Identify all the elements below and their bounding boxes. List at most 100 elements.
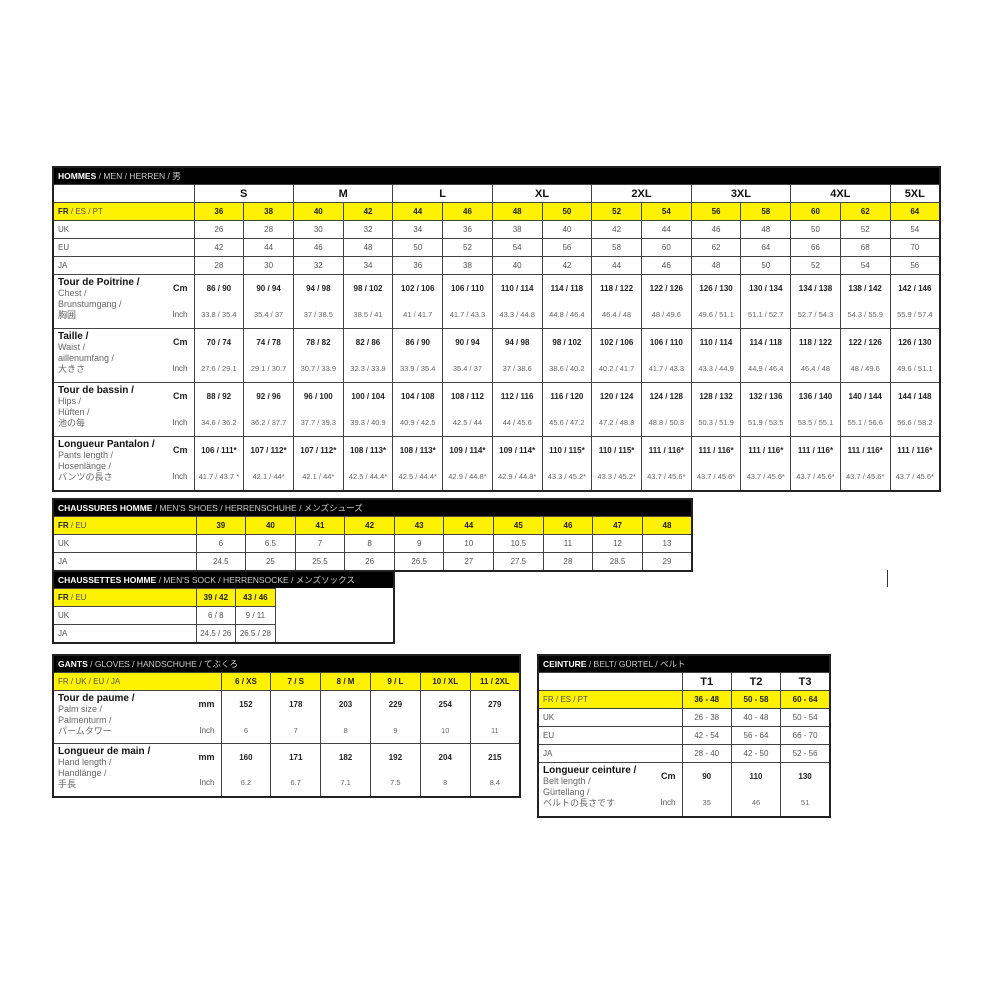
size-value: 42 — [342, 202, 394, 221]
size-value: 66 — [790, 238, 841, 257]
conversion-row: JA 24.5 25 25.5 26 26.5 27 27.5 28 28.5 29 — [52, 552, 693, 572]
size-value: 45 — [493, 516, 544, 535]
size-value: 46 — [542, 516, 594, 535]
row-label: UK — [52, 606, 197, 625]
row-label-rest: FR / UK / EU / JA — [58, 677, 121, 686]
empty-cell — [314, 624, 355, 643]
table-title-row: CHAUSSURES HOMME / MEN'S SHOES / HERRENS… — [53, 499, 693, 517]
inch-value: 8.4 — [469, 770, 521, 797]
highlight-row: FR / EU 39 40 41 42 43 44 45 46 47 48 — [52, 516, 693, 535]
measurement-name: Longueur Pantalon / — [58, 439, 155, 450]
table-title-translations: / MEN / HERREN / 男 — [96, 171, 181, 181]
cm-value: 279 — [469, 690, 521, 717]
inch-value: 33.8 / 35.4 — [193, 301, 245, 329]
size-value: 40 - 48 — [730, 708, 782, 727]
size-value: 28 - 40 — [681, 744, 732, 763]
unit-label: Inch — [183, 717, 222, 744]
unit-label: Inch — [163, 409, 195, 437]
size-value: 46 — [292, 238, 344, 257]
cm-value: 130 — [780, 762, 831, 790]
inch-value: 43.3 / 44.9 — [690, 355, 742, 383]
inch-value: 11 — [469, 717, 521, 744]
cm-value: 110 — [730, 762, 782, 790]
unit-label: mm — [183, 690, 222, 717]
measurement-name: Tour de Poitrine / — [58, 277, 140, 288]
measurement-label: Longueur ceinture / Belt length / Gürtella… — [537, 762, 648, 817]
size-value: 10 — [443, 534, 495, 553]
inch-value: 50.3 / 51.9 — [690, 409, 742, 437]
size-value: 7 — [294, 534, 346, 553]
cm-value: 74 / 78 — [243, 328, 294, 356]
inch-value: 48 / 49.6 — [640, 301, 692, 329]
cm-value: 100 / 104 — [342, 382, 394, 410]
measurement-translation: パームタワー — [58, 726, 112, 736]
unit-label: Inch — [648, 789, 683, 817]
cm-value: 104 / 108 — [392, 382, 444, 410]
size-value: 7 / S — [270, 672, 322, 691]
inch-value: 41.7 / 43.3 — [640, 355, 692, 383]
table-title: HOMMES / MEN / HERREN / 男 — [53, 167, 941, 185]
size-value: 40 — [491, 256, 543, 275]
cm-value: 126 / 130 — [690, 274, 742, 302]
inch-value: 43.7 / 45.6* — [690, 463, 742, 491]
size-value: 50 - 54 — [780, 708, 831, 727]
measurement-translation: Waist / — [58, 342, 86, 352]
cm-value: 102 / 106 — [392, 274, 444, 302]
size-value: 24.5 / 26 — [195, 624, 237, 644]
size-value: 44 — [392, 202, 444, 221]
inch-value: 42.1 / 44* — [292, 463, 344, 491]
row-label-rest: / EU — [68, 593, 87, 602]
inch-value: 8 — [419, 770, 471, 797]
size-value: 25.5 — [294, 552, 346, 572]
measurement-row-inch: Inch 6.2 6.7 7.1 7.5 8 8.4 — [53, 770, 521, 797]
cm-value: 134 / 138 — [790, 274, 841, 302]
size-value: 56 — [690, 202, 742, 221]
inch-value: 36.2 / 37.7 — [243, 409, 294, 437]
cm-value: 106 / 110 — [640, 328, 692, 356]
inch-value: 43.3 / 44.8 — [491, 301, 543, 329]
cm-value: 107 / 112* — [243, 436, 294, 464]
table-title-translations: / MEN'S SHOES / HERRENSCHUHE / メンズシューズ — [152, 503, 363, 513]
size-value: 28.5 — [592, 552, 643, 572]
divider-line — [887, 570, 888, 587]
size-value: 50 - 58 — [730, 690, 782, 709]
inch-value: 44.8 / 46.4 — [541, 301, 593, 329]
size-value: 60 — [640, 238, 692, 257]
cm-value: 111 / 116* — [839, 436, 891, 464]
cm-value: 111 / 116* — [889, 436, 941, 464]
table-title: CEINTURE / BELT/ GÜRTEL / ベルト — [538, 655, 831, 673]
row-label: FR / ES / PT — [537, 690, 683, 709]
cm-value: 204 — [419, 743, 471, 770]
size-value: 68 — [839, 238, 891, 257]
measurement-translation: 大きさ — [58, 364, 86, 374]
measurement-row-cm: Tour de bassin / Hips / Hüften / 池の每 Cm 88 / … — [52, 382, 941, 437]
size-value: 27 — [443, 552, 495, 572]
size-value: 62 — [690, 238, 742, 257]
size-value: 43 — [393, 516, 445, 535]
measurement-translation: ベルトの長さです — [543, 798, 616, 808]
inch-value: 37 / 38.5 — [292, 301, 344, 329]
inch-value: 42.9 / 44.8* — [491, 463, 543, 491]
table-title-translations: / GLOVES / HANDSCHUHE / てぶくろ — [87, 659, 238, 669]
cm-value: 111 / 116* — [740, 436, 792, 464]
size-value: 58 — [740, 202, 792, 221]
inch-value: 41 / 41.7 — [392, 301, 444, 329]
size-value: 39 / 42 — [195, 588, 237, 607]
inch-value: 35 — [681, 789, 732, 817]
measurement-row-cm: Taille / Waist / aillenumfang / 大きさ Cm 70 / 7… — [52, 328, 941, 383]
size-value: 50 — [541, 202, 593, 221]
measurement-row-inch: Inch 6 7 8 9 10 11 — [53, 717, 521, 744]
size-value: 32 — [292, 256, 344, 275]
table-title-bold: CEINTURE — [543, 659, 587, 669]
table-title-bold: GANTS — [58, 659, 88, 669]
size-value: 34 — [342, 256, 394, 275]
size-value: 26 - 38 — [681, 708, 732, 727]
inch-value: 9 — [369, 717, 421, 744]
unit-label: Cm — [163, 328, 195, 356]
cm-value: 152 — [220, 690, 272, 717]
row-label: UK — [52, 220, 195, 239]
size-group-label: T3 — [780, 672, 831, 691]
highlight-row: FR / ES / PT 36 38 40 42 44 46 48 50 52 54 56 58 60 62… — [52, 202, 941, 221]
measurement-row-cm: Tour de Poitrine / Chest / Brunstumgang / 胸… — [52, 274, 941, 329]
